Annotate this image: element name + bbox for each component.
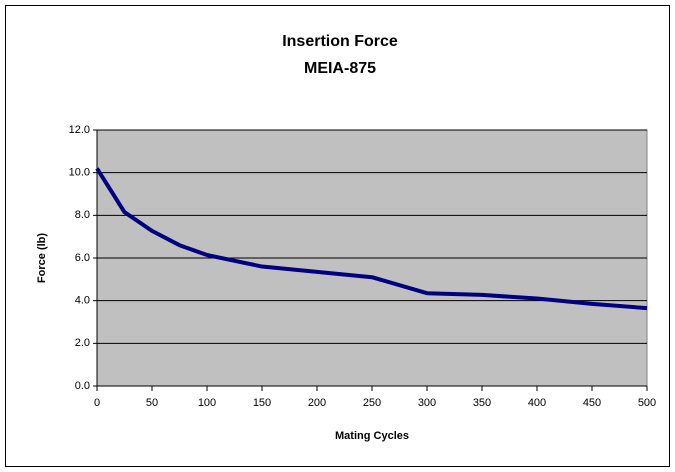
y-axis-title: Force (lb) — [36, 233, 48, 283]
x-tick-label: 350 — [473, 397, 491, 409]
x-tick-label: 450 — [583, 397, 601, 409]
chart-title: Insertion Force — [282, 33, 398, 50]
y-tick-label: 10.0 — [69, 167, 90, 179]
y-tick-label: 12.0 — [69, 124, 90, 136]
x-axis-title: Mating Cycles — [335, 430, 409, 442]
x-tick-label: 100 — [198, 397, 216, 409]
x-tick-label: 250 — [363, 397, 381, 409]
y-tick-label: 0.0 — [75, 380, 90, 392]
x-tick-label: 0 — [94, 397, 100, 409]
y-tick-label: 6.0 — [75, 252, 90, 264]
y-tick-label: 2.0 — [75, 337, 90, 349]
x-tick-label: 500 — [638, 397, 656, 409]
chart-subtitle: MEIA-875 — [304, 60, 376, 77]
y-tick-label: 4.0 — [75, 295, 90, 307]
x-tick-label: 50 — [146, 397, 158, 409]
y-tick-label: 8.0 — [75, 209, 90, 221]
data-line — [95, 167, 648, 311]
x-tick-label: 400 — [528, 397, 546, 409]
x-tick-label: 150 — [253, 397, 271, 409]
x-tick-label: 200 — [308, 397, 326, 409]
x-tick-label: 300 — [418, 397, 436, 409]
